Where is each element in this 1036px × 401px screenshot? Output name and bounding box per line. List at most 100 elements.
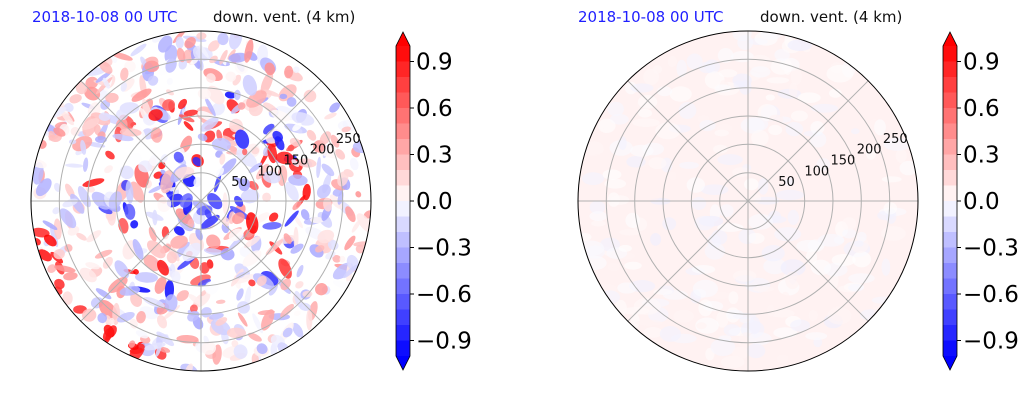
right-panel: 2018-10-08 00 UTC down. vent. (4 km) 50 1… bbox=[547, 0, 1036, 401]
field-cell bbox=[219, 153, 226, 165]
field-cell bbox=[643, 327, 663, 338]
field-cell bbox=[124, 203, 136, 220]
field-cell bbox=[787, 209, 799, 225]
field-cell bbox=[341, 126, 351, 133]
field-cell bbox=[176, 47, 186, 63]
field-cell bbox=[233, 89, 241, 101]
field-cell bbox=[774, 227, 802, 242]
colorbar-cell bbox=[396, 201, 410, 217]
field-cell bbox=[200, 307, 212, 318]
field-cell bbox=[810, 103, 839, 113]
field-cell bbox=[591, 220, 606, 227]
field-cell bbox=[339, 255, 346, 263]
field-cell bbox=[237, 312, 248, 327]
radial-tick-label: 50 bbox=[778, 175, 795, 190]
field-cell bbox=[895, 148, 907, 163]
field-cell bbox=[790, 110, 808, 122]
field-cell bbox=[630, 144, 654, 157]
field-cell bbox=[751, 129, 769, 147]
field-cell bbox=[242, 74, 258, 96]
field-cell bbox=[754, 31, 778, 46]
colorbar-extend-bottom bbox=[396, 356, 410, 370]
field-cell bbox=[162, 99, 176, 111]
field-cell bbox=[180, 135, 193, 153]
field-cell bbox=[82, 178, 105, 187]
field-cell bbox=[748, 316, 761, 335]
field-cell bbox=[152, 209, 158, 226]
colorbar-cell bbox=[943, 139, 957, 155]
field-cell bbox=[204, 97, 216, 117]
colorbar-tick-label: 0.9 bbox=[963, 50, 1000, 76]
field-cell bbox=[120, 67, 129, 81]
field-cell bbox=[129, 181, 145, 203]
field-cell bbox=[158, 35, 173, 53]
field-cell bbox=[315, 283, 328, 296]
field-cell bbox=[188, 294, 203, 306]
field-cell bbox=[883, 137, 911, 151]
field-cell bbox=[239, 245, 251, 257]
field-cell bbox=[296, 264, 304, 278]
field-cell bbox=[131, 88, 152, 102]
field-cell bbox=[217, 32, 229, 46]
colorbar-cell bbox=[943, 92, 957, 109]
field-cell bbox=[83, 157, 89, 172]
field-cell bbox=[197, 133, 208, 142]
field-cell bbox=[226, 327, 247, 339]
field-cell bbox=[694, 215, 715, 231]
field-cell bbox=[193, 176, 202, 188]
field-cell bbox=[238, 178, 251, 192]
colorbar-cell bbox=[396, 340, 410, 357]
field-cell bbox=[618, 136, 627, 151]
field-cell bbox=[291, 159, 300, 167]
field-cell bbox=[236, 288, 244, 301]
field-cell bbox=[881, 258, 891, 276]
field-cell bbox=[252, 313, 263, 334]
field-cell bbox=[133, 269, 139, 275]
field-cell bbox=[292, 200, 302, 211]
field-cell bbox=[773, 327, 798, 339]
colorbar-tick-label: −0.6 bbox=[416, 282, 472, 308]
field-cell bbox=[637, 186, 662, 202]
field-cell bbox=[204, 209, 212, 220]
field-cell bbox=[713, 144, 728, 154]
field-cell bbox=[279, 93, 288, 100]
field-cell bbox=[177, 98, 188, 110]
field-cell bbox=[355, 191, 362, 198]
field-cell bbox=[714, 129, 729, 137]
field-cell bbox=[638, 108, 652, 118]
field-cell bbox=[178, 114, 195, 123]
field-cell bbox=[607, 262, 620, 272]
field-cell bbox=[293, 226, 299, 250]
field-cell bbox=[785, 177, 795, 187]
polar-frame bbox=[577, 30, 919, 372]
field-cell bbox=[842, 228, 857, 239]
field-cell bbox=[291, 112, 315, 126]
colorbar-tick-label: −0.9 bbox=[963, 329, 1019, 355]
field-cell bbox=[183, 121, 194, 131]
colorbar-cell bbox=[396, 232, 410, 248]
field-cell bbox=[826, 64, 854, 83]
field-cell bbox=[831, 254, 856, 266]
field-cell bbox=[283, 233, 292, 244]
field-cell bbox=[783, 58, 792, 75]
field-cell bbox=[176, 290, 189, 302]
field-cell bbox=[268, 212, 279, 222]
grid-spoke bbox=[80, 200, 202, 322]
colorbar-cell bbox=[396, 309, 410, 326]
field-cell bbox=[129, 152, 142, 166]
field-cell bbox=[717, 48, 734, 63]
field-cell bbox=[264, 62, 276, 76]
field-cell bbox=[200, 117, 219, 132]
field-cell bbox=[324, 112, 337, 120]
colorbar-cell bbox=[396, 278, 410, 295]
field-cell bbox=[82, 308, 97, 322]
field-cell bbox=[686, 177, 705, 193]
field-cell bbox=[47, 264, 57, 274]
field-cell bbox=[128, 340, 136, 348]
field-cell bbox=[148, 109, 163, 121]
colorbar-tick-label: 0.6 bbox=[416, 96, 453, 122]
field-cell bbox=[175, 36, 184, 49]
field-cell bbox=[288, 174, 308, 186]
field-cell bbox=[85, 76, 99, 89]
